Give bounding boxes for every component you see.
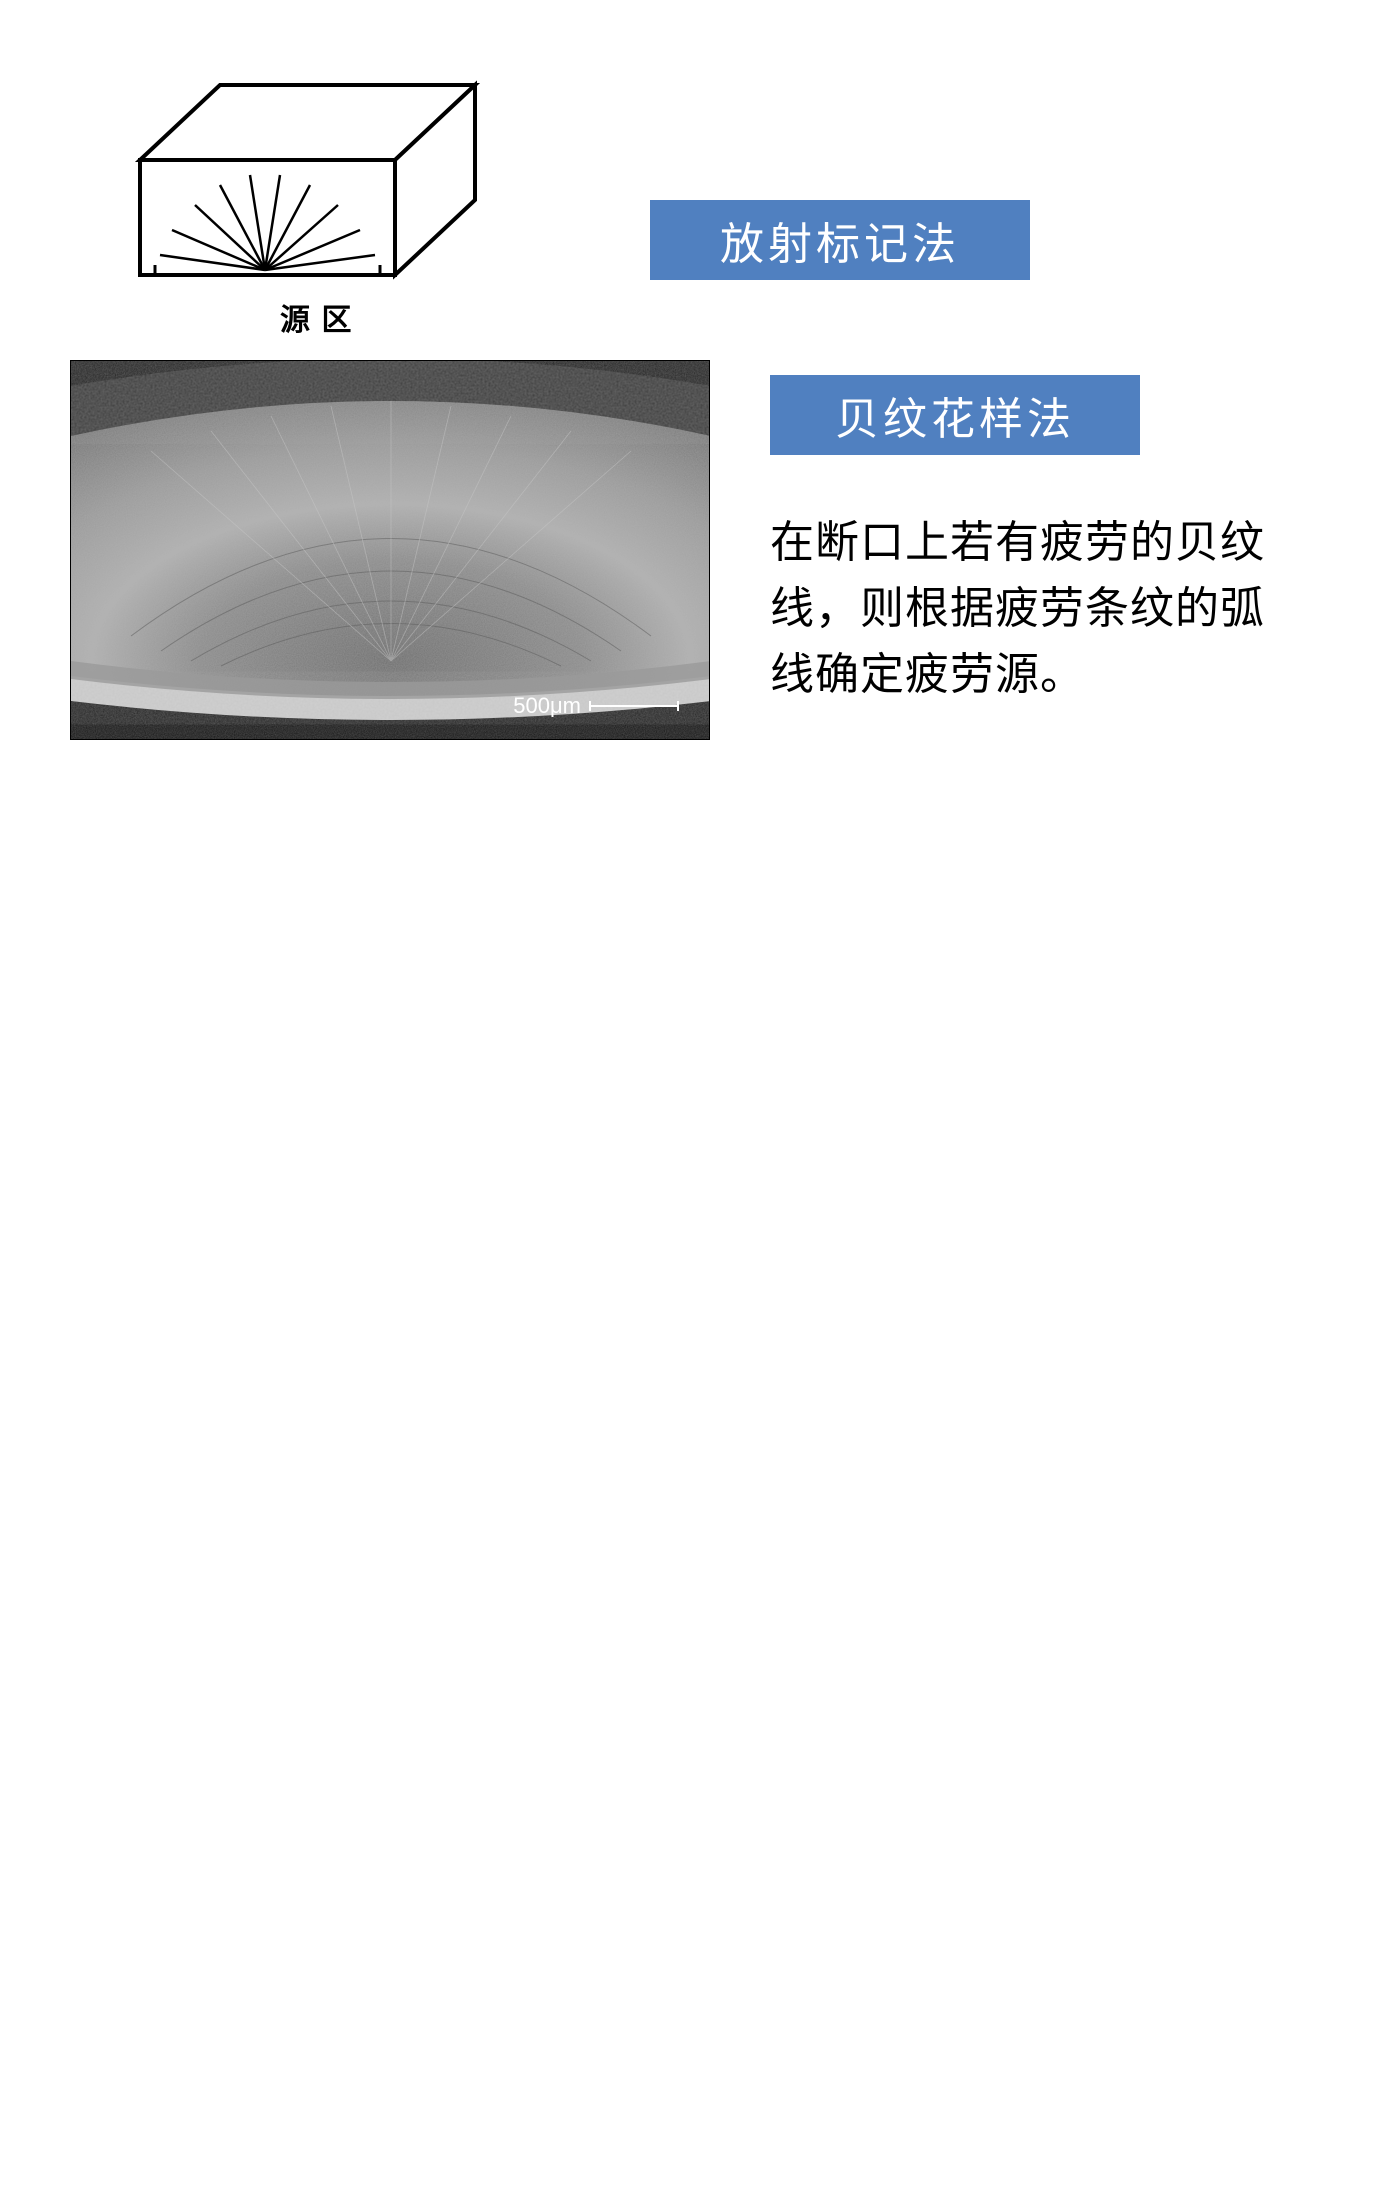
description-paragraph: 在断口上若有疲劳的贝纹线，则根据疲劳条纹的弧线确定疲劳源。 [770,510,1290,708]
method-badge-radial: 放射标记法 [650,200,1030,280]
diagram-caption: 源 区 [280,295,354,339]
section-radial-method: 源 区 放射标记法 [0,60,1382,340]
method-badge-beachmark: 贝纹花样法 [770,375,1140,455]
scale-bar: 500μm [513,693,679,719]
fracture-surface-svg [71,361,710,740]
radial-block-svg [100,60,500,300]
sem-micrograph: 500μm [70,360,710,740]
block-diagram: 源 区 [100,60,500,340]
scale-label: 500μm [513,693,581,719]
scale-line-icon [589,705,679,707]
